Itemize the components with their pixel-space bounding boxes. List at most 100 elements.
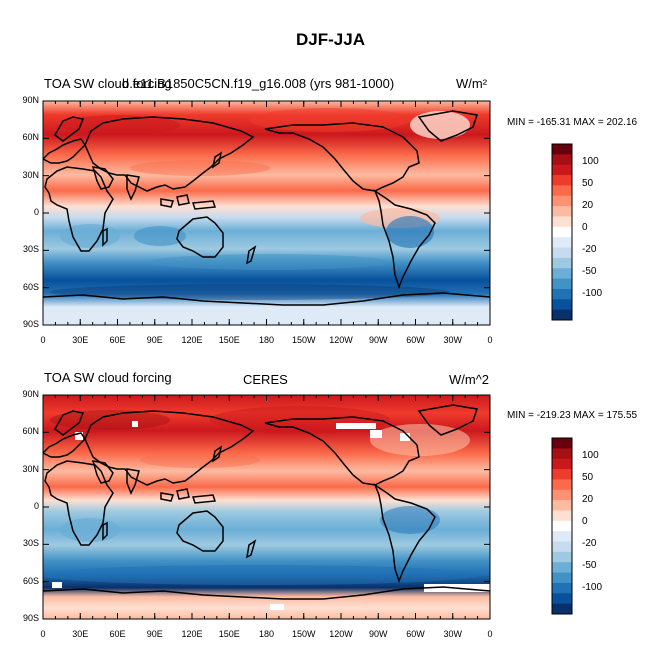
colorbar-swatch-top: [552, 247, 572, 259]
colorbar-swatch-bottom: [552, 469, 572, 480]
lon-label-bottom: 0: [487, 629, 493, 639]
colorbar-swatch-top: [552, 288, 572, 300]
lon-label-bottom: 150W: [291, 629, 316, 639]
colorbar-swatch-top: [552, 195, 572, 207]
colorbar-label-bottom: 50: [582, 472, 594, 483]
panel-bottom-left-title: TOA SW cloud forcing: [44, 370, 172, 385]
lon-label-top: 0: [40, 335, 46, 345]
lat-label-bottom: 30N: [22, 463, 39, 474]
lat-label-top: 30N: [22, 169, 39, 180]
lon-label-bottom: 90W: [368, 629, 388, 639]
panel-top-center-title: b.e11.B1850C5CN.f19_g16.008 (yrs 981-100…: [122, 76, 395, 91]
lat-label-top: 60S: [22, 281, 39, 292]
colorbar-label-bottom: 20: [582, 494, 594, 505]
colorbar-swatch-top: [552, 175, 572, 186]
colorbar-swatch-bottom: [552, 551, 572, 563]
panel-top-units: W/m²: [456, 76, 488, 91]
lon-label-bottom: 0: [40, 629, 46, 639]
lon-label-top: 30E: [72, 335, 89, 345]
lon-label-bottom: 30E: [72, 629, 89, 639]
lat-label-bottom: 60N: [22, 426, 39, 437]
lat-label-top: 90N: [22, 95, 39, 105]
colorbar-swatch-bottom: [552, 458, 572, 470]
colorbar-label-top: 100: [582, 156, 599, 167]
colorbar-swatch-bottom: [552, 438, 572, 449]
colorbar-frame-bottom: [551, 437, 573, 615]
colorbar-swatch-bottom: [552, 572, 572, 584]
lon-label-bottom: 60E: [109, 629, 126, 639]
colorbar-swatch-top: [552, 278, 572, 290]
colorbar-swatch-top: [552, 206, 572, 217]
colorbar-label-top: -50: [582, 266, 597, 277]
colorbar-swatch-top: [552, 268, 572, 280]
lon-label-top: 180: [258, 335, 275, 345]
lat-label-top: 30S: [22, 244, 39, 255]
panel-top-minmax: MIN = -165.31 MAX = 202.16: [507, 117, 638, 128]
colorbar-swatch-top: [552, 226, 572, 238]
lon-label-top: 30W: [443, 335, 462, 345]
lon-label-top: 150W: [291, 335, 316, 345]
colorbar-label-top: 0: [582, 222, 588, 233]
colorbar-swatch-bottom: [552, 593, 572, 605]
colorbar-swatch-bottom: [552, 479, 572, 491]
lon-label-top: 90E: [146, 335, 163, 345]
colorbar-swatch-bottom: [552, 531, 572, 543]
colorbar-swatch-bottom: [552, 562, 572, 574]
colorbar-label-top: -100: [582, 288, 603, 299]
panel-top-left-title: TOA SW cloud forcing: [44, 76, 172, 91]
colorbar-swatch-top: [552, 257, 572, 269]
colorbar-swatch-top: [552, 237, 572, 249]
colorbar-swatch-bottom: [552, 510, 572, 522]
colorbar-label-bottom: -50: [582, 560, 597, 571]
panel-bottom-center-title: CERES: [243, 372, 288, 387]
colorbar-swatch-bottom: [552, 520, 572, 532]
colorbar-swatch-top: [552, 216, 572, 228]
lon-label-bottom: 90E: [146, 629, 163, 639]
lon-label-bottom: 120W: [329, 629, 353, 639]
lon-label-bottom: 180: [258, 629, 275, 639]
colorbar-swatch-bottom: [552, 500, 572, 511]
map-bottom: [42, 394, 491, 620]
lon-label-top: 90W: [368, 335, 388, 345]
colorbar-swatch-top: [552, 299, 572, 311]
lon-label-top: 0: [487, 335, 493, 345]
colorbar-label-top: -20: [582, 244, 597, 255]
colorbar-swatch-bottom: [552, 541, 572, 553]
lon-label-top: 150E: [218, 335, 240, 345]
colorbar-label-top: 50: [582, 178, 594, 189]
colorbar-frame-top: [551, 143, 573, 321]
colorbar-swatch-bottom: [552, 582, 572, 594]
lon-label-top: 120W: [329, 335, 353, 345]
colorbar-swatch-top: [552, 154, 572, 166]
lat-label-bottom: 60S: [22, 575, 39, 586]
lat-label-bottom: 90S: [22, 613, 39, 623]
lat-label-bottom: 90N: [22, 389, 39, 399]
lat-label-bottom: 30S: [22, 538, 39, 549]
lon-label-bottom: 120E: [181, 629, 203, 639]
colorbar-label-bottom: 100: [582, 450, 599, 461]
lon-label-bottom: 30W: [443, 629, 462, 639]
lon-label-top: 120E: [181, 335, 203, 345]
lat-label-bottom: 0: [33, 501, 39, 511]
lat-label-top: 90S: [22, 319, 39, 329]
colorbar-swatch-bottom: [552, 603, 572, 615]
colorbar-swatch-bottom: [552, 448, 572, 460]
colorbar-swatch-bottom: [552, 489, 572, 501]
lon-label-top: 60W: [406, 335, 425, 345]
colorbar-swatch-top: [552, 164, 572, 176]
colorbar-label-bottom: 0: [582, 516, 588, 527]
lon-label-bottom: 60W: [406, 629, 425, 639]
colorbar-swatch-top: [552, 309, 572, 321]
colorbar-swatch-top: [552, 144, 572, 155]
figure-title: DJF-JJA: [296, 30, 365, 49]
map-top: [42, 100, 491, 326]
panel-bottom-units: W/m^2: [449, 372, 490, 387]
lat-label-top: 60N: [22, 132, 39, 143]
panel-bottom-minmax: MIN = -219.23 MAX = 175.55: [507, 410, 638, 421]
lat-label-top: 0: [33, 207, 39, 217]
colorbar-label-bottom: -100: [582, 582, 603, 593]
colorbar-swatch-top: [552, 185, 572, 197]
lon-label-top: 60E: [109, 335, 126, 345]
colorbar-label-top: 20: [582, 200, 594, 211]
